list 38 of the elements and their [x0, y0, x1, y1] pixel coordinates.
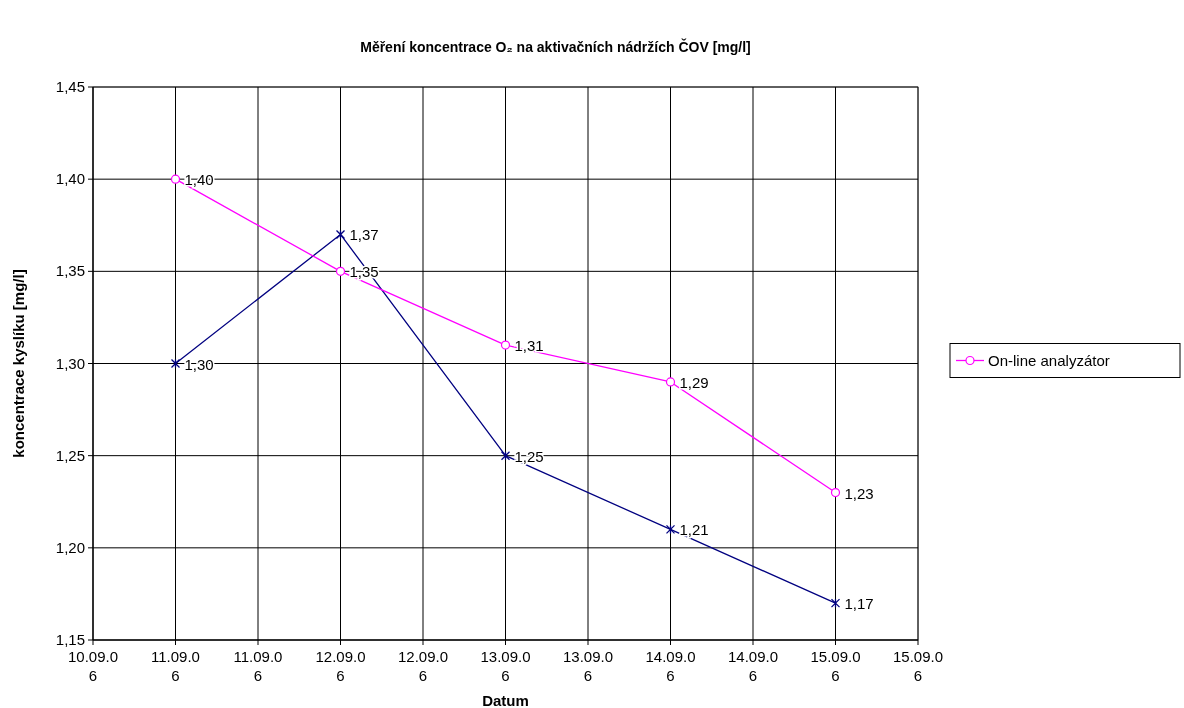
data-label: 1,37 — [349, 226, 379, 244]
x-tick-label: 12.09.06 — [397, 648, 449, 684]
chart-title: Měření koncentrace O₂ na aktivačních nádržích ČOV [mg/l] — [360, 38, 751, 55]
point — [830, 487, 841, 498]
x-tick-label: 14.09.06 — [727, 648, 779, 684]
point — [170, 358, 181, 369]
legend-label: On-line analyzátor — [988, 351, 1110, 369]
x-tick-label: 13.09.06 — [562, 648, 614, 684]
point — [500, 451, 511, 461]
y-tick-label: 1,35 — [55, 262, 85, 280]
point — [170, 174, 181, 184]
x-axis-title: Datum — [482, 692, 529, 708]
y-tick-label: 1,15 — [55, 631, 85, 648]
x-tick-label: 11.09.06 — [151, 648, 200, 684]
point — [830, 598, 841, 608]
point — [500, 340, 511, 350]
x-tick-label: 12.09.06 — [315, 648, 366, 684]
data-label: 1,31 — [514, 337, 544, 355]
data-label: 1,23 — [844, 484, 874, 502]
point — [665, 377, 676, 387]
x-tick-label: 11.09.06 — [233, 648, 283, 684]
y-tick-label: 1,20 — [55, 538, 85, 556]
x-tick-label: 14.09.06 — [645, 648, 696, 684]
x-tick-label: 10.09.06 — [67, 648, 119, 684]
y-tick-label: 1,30 — [55, 354, 85, 372]
data-label: 1,29 — [679, 373, 709, 391]
data-label: 1,17 — [844, 595, 874, 613]
x-tick-label: 15.09.06 — [892, 648, 944, 684]
x-tick-label: 15.09.06 — [810, 648, 861, 684]
point — [335, 266, 346, 276]
y-tick-label: 1,40 — [55, 170, 85, 188]
y-tick-label: 1,45 — [55, 78, 85, 95]
data-label: 1,21 — [679, 521, 709, 539]
point — [665, 524, 676, 535]
x-tick-label: 13.09.06 — [480, 648, 531, 684]
y-tick-label: 1,25 — [55, 446, 85, 464]
point — [335, 229, 346, 240]
y-axis-title: koncentrace kyslíku [mg/l] — [10, 269, 27, 458]
